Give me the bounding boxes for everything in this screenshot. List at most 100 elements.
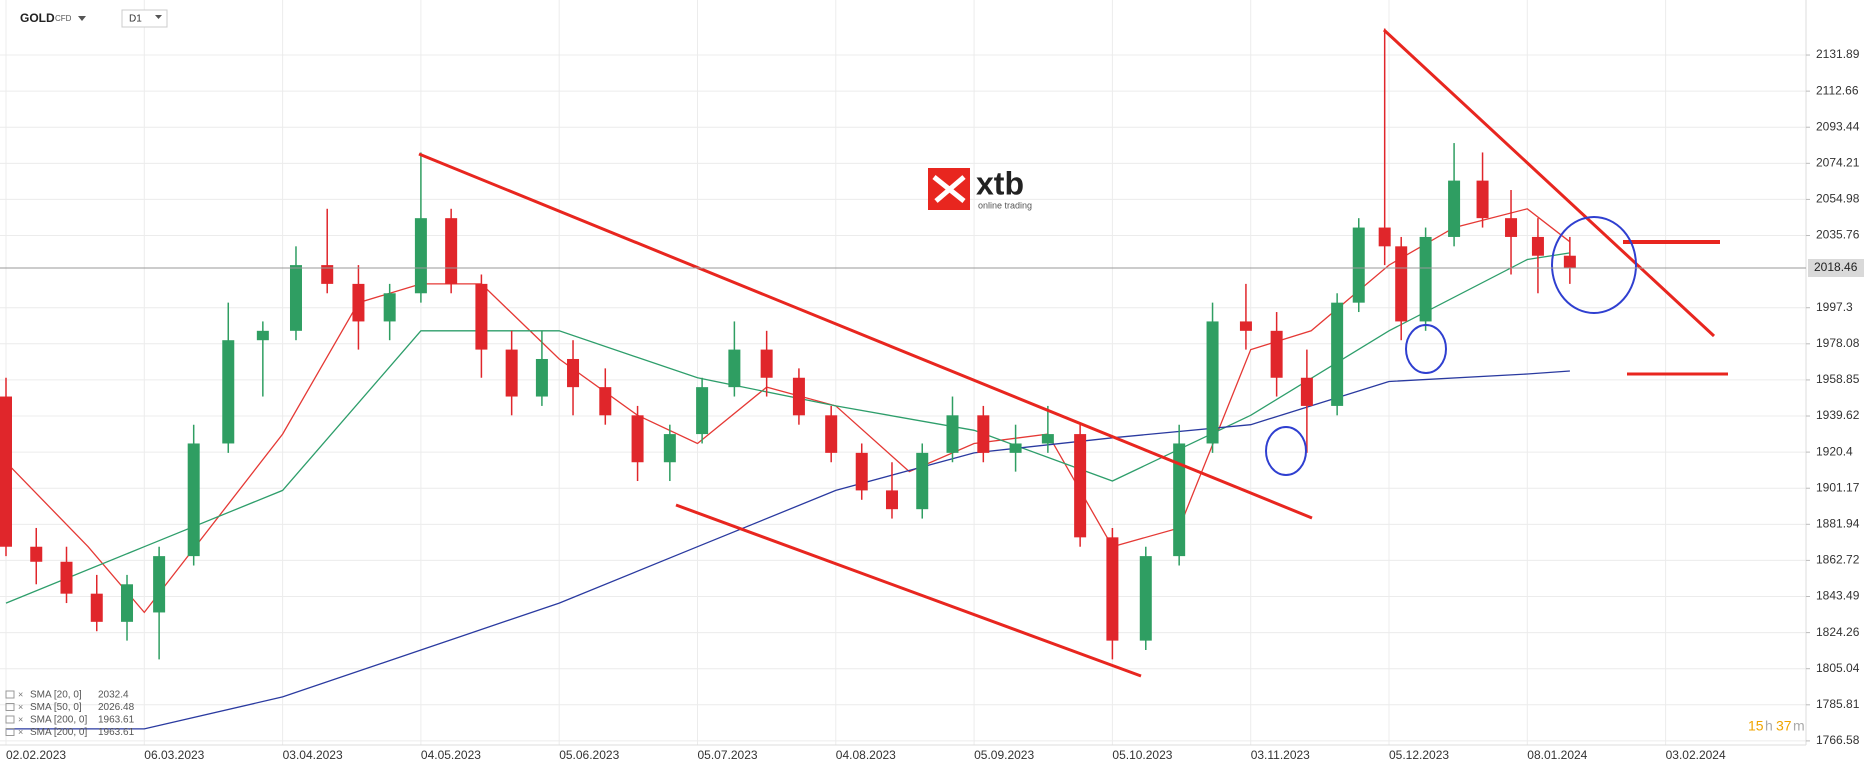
legend-value: 1963.61 <box>98 727 135 738</box>
candle-body <box>0 396 12 547</box>
x-tick-label: 06.03.2023 <box>144 748 204 762</box>
last-price-box <box>1808 258 1864 277</box>
symbol[interactable]: GOLD <box>20 11 55 25</box>
y-tick-label: 1843.49 <box>1816 589 1860 603</box>
candle-body <box>1239 321 1252 331</box>
legend-icon <box>5 703 15 711</box>
y-tick-label: 2035.76 <box>1816 228 1860 242</box>
interval-select[interactable] <box>121 9 168 28</box>
legend-close: × <box>18 714 23 724</box>
candle-body <box>352 283 365 322</box>
candle-body <box>1041 434 1054 444</box>
countdown-hours: 15 <box>1748 718 1764 734</box>
candle-body <box>663 434 676 463</box>
dropdown-arrow[interactable] <box>155 15 162 19</box>
last-price-label: 2018.46 <box>1814 260 1858 274</box>
candle-body <box>825 415 838 453</box>
candle-body <box>1173 443 1186 557</box>
legend-value: 1963.61 <box>98 715 135 726</box>
x-tick-label: 08.01.2024 <box>1527 748 1587 762</box>
countdown-unit: h <box>1765 718 1773 734</box>
x-tick-label: 05.10.2023 <box>1112 748 1172 762</box>
candle-body <box>256 330 269 341</box>
candle-body <box>1206 321 1219 444</box>
x-tick-label: 05.07.2023 <box>698 748 758 762</box>
x-tick-label: 02.02.2023 <box>6 748 66 762</box>
trendline <box>675 503 1142 678</box>
legend-value: 2032.4 <box>98 690 129 701</box>
candle-body <box>505 349 518 397</box>
legend-value: 2026.48 <box>98 702 135 713</box>
candle-body <box>30 546 43 562</box>
candle-body <box>383 293 396 322</box>
x-tick-label: 05.12.2023 <box>1389 748 1449 762</box>
candle-body <box>1378 227 1391 247</box>
y-tick-label: 1785.81 <box>1816 697 1860 711</box>
legend-close: × <box>18 727 23 737</box>
y-tick-label: 1824.26 <box>1816 625 1860 639</box>
y-tick-label: 2131.89 <box>1816 47 1860 61</box>
circles <box>1265 216 1637 476</box>
legend-name: SMA [20, 0] <box>30 690 82 701</box>
candle-body <box>567 358 580 388</box>
candle-body <box>445 218 458 284</box>
candle-body <box>631 415 644 463</box>
x-tick-label: 05.06.2023 <box>559 748 619 762</box>
candle-body <box>1300 377 1313 406</box>
sma-line <box>5 252 1570 604</box>
candle-body <box>599 387 612 416</box>
legend-name: SMA [50, 0] <box>30 702 82 713</box>
sma-line <box>6 370 1570 730</box>
candle-body <box>1352 227 1365 303</box>
circle-marker <box>1405 324 1447 374</box>
candle-body <box>1106 537 1119 641</box>
candle-body <box>153 556 166 613</box>
y-tick-label: 1920.4 <box>1816 444 1853 458</box>
y-tick-label: 1997.3 <box>1816 300 1853 314</box>
y-tick-label: 1901.17 <box>1816 480 1860 494</box>
candle-body <box>696 387 709 435</box>
candle-body <box>475 283 488 350</box>
candle-body <box>1009 443 1022 453</box>
y-tick-label: 2054.98 <box>1816 192 1860 206</box>
candle-body <box>222 340 235 444</box>
candle-body <box>1395 246 1408 322</box>
legend-icon <box>5 715 15 724</box>
dropdown-arrow[interactable] <box>78 16 86 21</box>
candle-body <box>760 349 773 378</box>
trendline <box>418 152 1313 520</box>
countdown-minutes: 37 <box>1776 718 1792 734</box>
x-tick-label: 03.04.2023 <box>283 748 343 762</box>
y-tick-label: 2074.21 <box>1816 155 1860 169</box>
y-tick-label: 2112.66 <box>1816 83 1859 97</box>
y-tick-label: 2093.44 <box>1816 119 1860 133</box>
candle-body <box>60 561 73 594</box>
candle-body <box>1563 255 1576 268</box>
candle-body <box>916 452 929 510</box>
legend-name: SMA [200, 0] <box>30 727 87 738</box>
trendlines <box>418 28 1728 678</box>
x-tick-label: 04.08.2023 <box>836 748 896 762</box>
candle-body <box>289 265 302 331</box>
plot-area <box>0 0 1806 745</box>
candle-body <box>1331 302 1344 406</box>
y-tick-label: 1766.58 <box>1816 733 1860 747</box>
trendline <box>1382 28 1716 338</box>
x-tick-label: 05.09.2023 <box>974 748 1034 762</box>
candle-body <box>728 349 741 388</box>
instrument-type: CFD <box>55 14 72 23</box>
candle-body <box>1419 236 1432 322</box>
candle-body <box>535 358 548 397</box>
logo-x <box>932 175 966 203</box>
legend-name: SMA [200, 0] <box>30 715 87 726</box>
y-tick-label: 1862.72 <box>1816 553 1860 567</box>
x-tick-label: 03.11.2023 <box>1251 748 1310 762</box>
interval[interactable]: D1 <box>129 14 142 25</box>
candle-body <box>1531 236 1544 256</box>
candle-body <box>414 218 427 294</box>
y-tick-label: 1958.85 <box>1816 372 1860 386</box>
candle-body <box>1476 180 1489 219</box>
legend-icon <box>5 690 15 699</box>
y-tick-label: 1805.04 <box>1816 661 1860 675</box>
legend-close: × <box>18 702 23 712</box>
